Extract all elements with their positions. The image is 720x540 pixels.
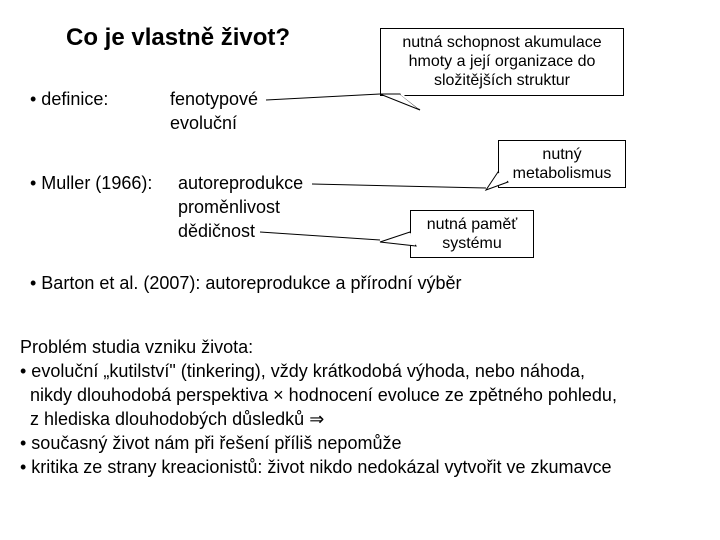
definice-line1: fenotypové xyxy=(170,88,258,111)
muller-line1: autoreprodukce xyxy=(178,172,303,195)
callout-memory: nutná paměť systému xyxy=(410,210,534,258)
muller-line2: proměnlivost xyxy=(178,196,280,219)
callout-accumulation: nutná schopnost akumulace hmoty a její o… xyxy=(380,28,624,96)
callout-memory-l2: systému xyxy=(417,234,527,253)
callout-accumulation-l2: hmoty a její organizace do xyxy=(387,52,617,71)
problem-l3: nikdy dlouhodobá perspektiva × hodnocení… xyxy=(20,384,617,407)
callout-memory-l1: nutná paměť xyxy=(417,215,527,234)
problem-l4: z hlediska dlouhodobých důsledků ⇒ xyxy=(20,408,324,431)
definice-label: • definice: xyxy=(30,88,108,111)
problem-l2: • evoluční „kutilství" (tinkering), vždy… xyxy=(20,360,585,383)
problem-l6: • kritika ze strany kreacionistů: život … xyxy=(20,456,612,479)
muller-label: • Muller (1966): xyxy=(30,172,157,195)
barton-line: • Barton et al. (2007): autoreprodukce a… xyxy=(30,272,462,295)
callout-metabolism: nutný metabolismus xyxy=(498,140,626,188)
callout-metabolism-l1: nutný xyxy=(505,145,619,164)
slide-title: Co je vlastně život? xyxy=(66,24,290,52)
muller-line3: dědičnost xyxy=(178,220,255,243)
slide: Co je vlastně život? • definice: fenotyp… xyxy=(0,0,720,540)
callout-accumulation-l1: nutná schopnost akumulace xyxy=(387,33,617,52)
problem-l1: Problém studia vzniku života: xyxy=(20,336,253,359)
definice-line2: evoluční xyxy=(170,112,237,135)
callout-accumulation-l3: složitějších struktur xyxy=(387,71,617,90)
callout-metabolism-l2: metabolismus xyxy=(505,164,619,183)
problem-l5: • současný život nám při řešení příliš n… xyxy=(20,432,401,455)
